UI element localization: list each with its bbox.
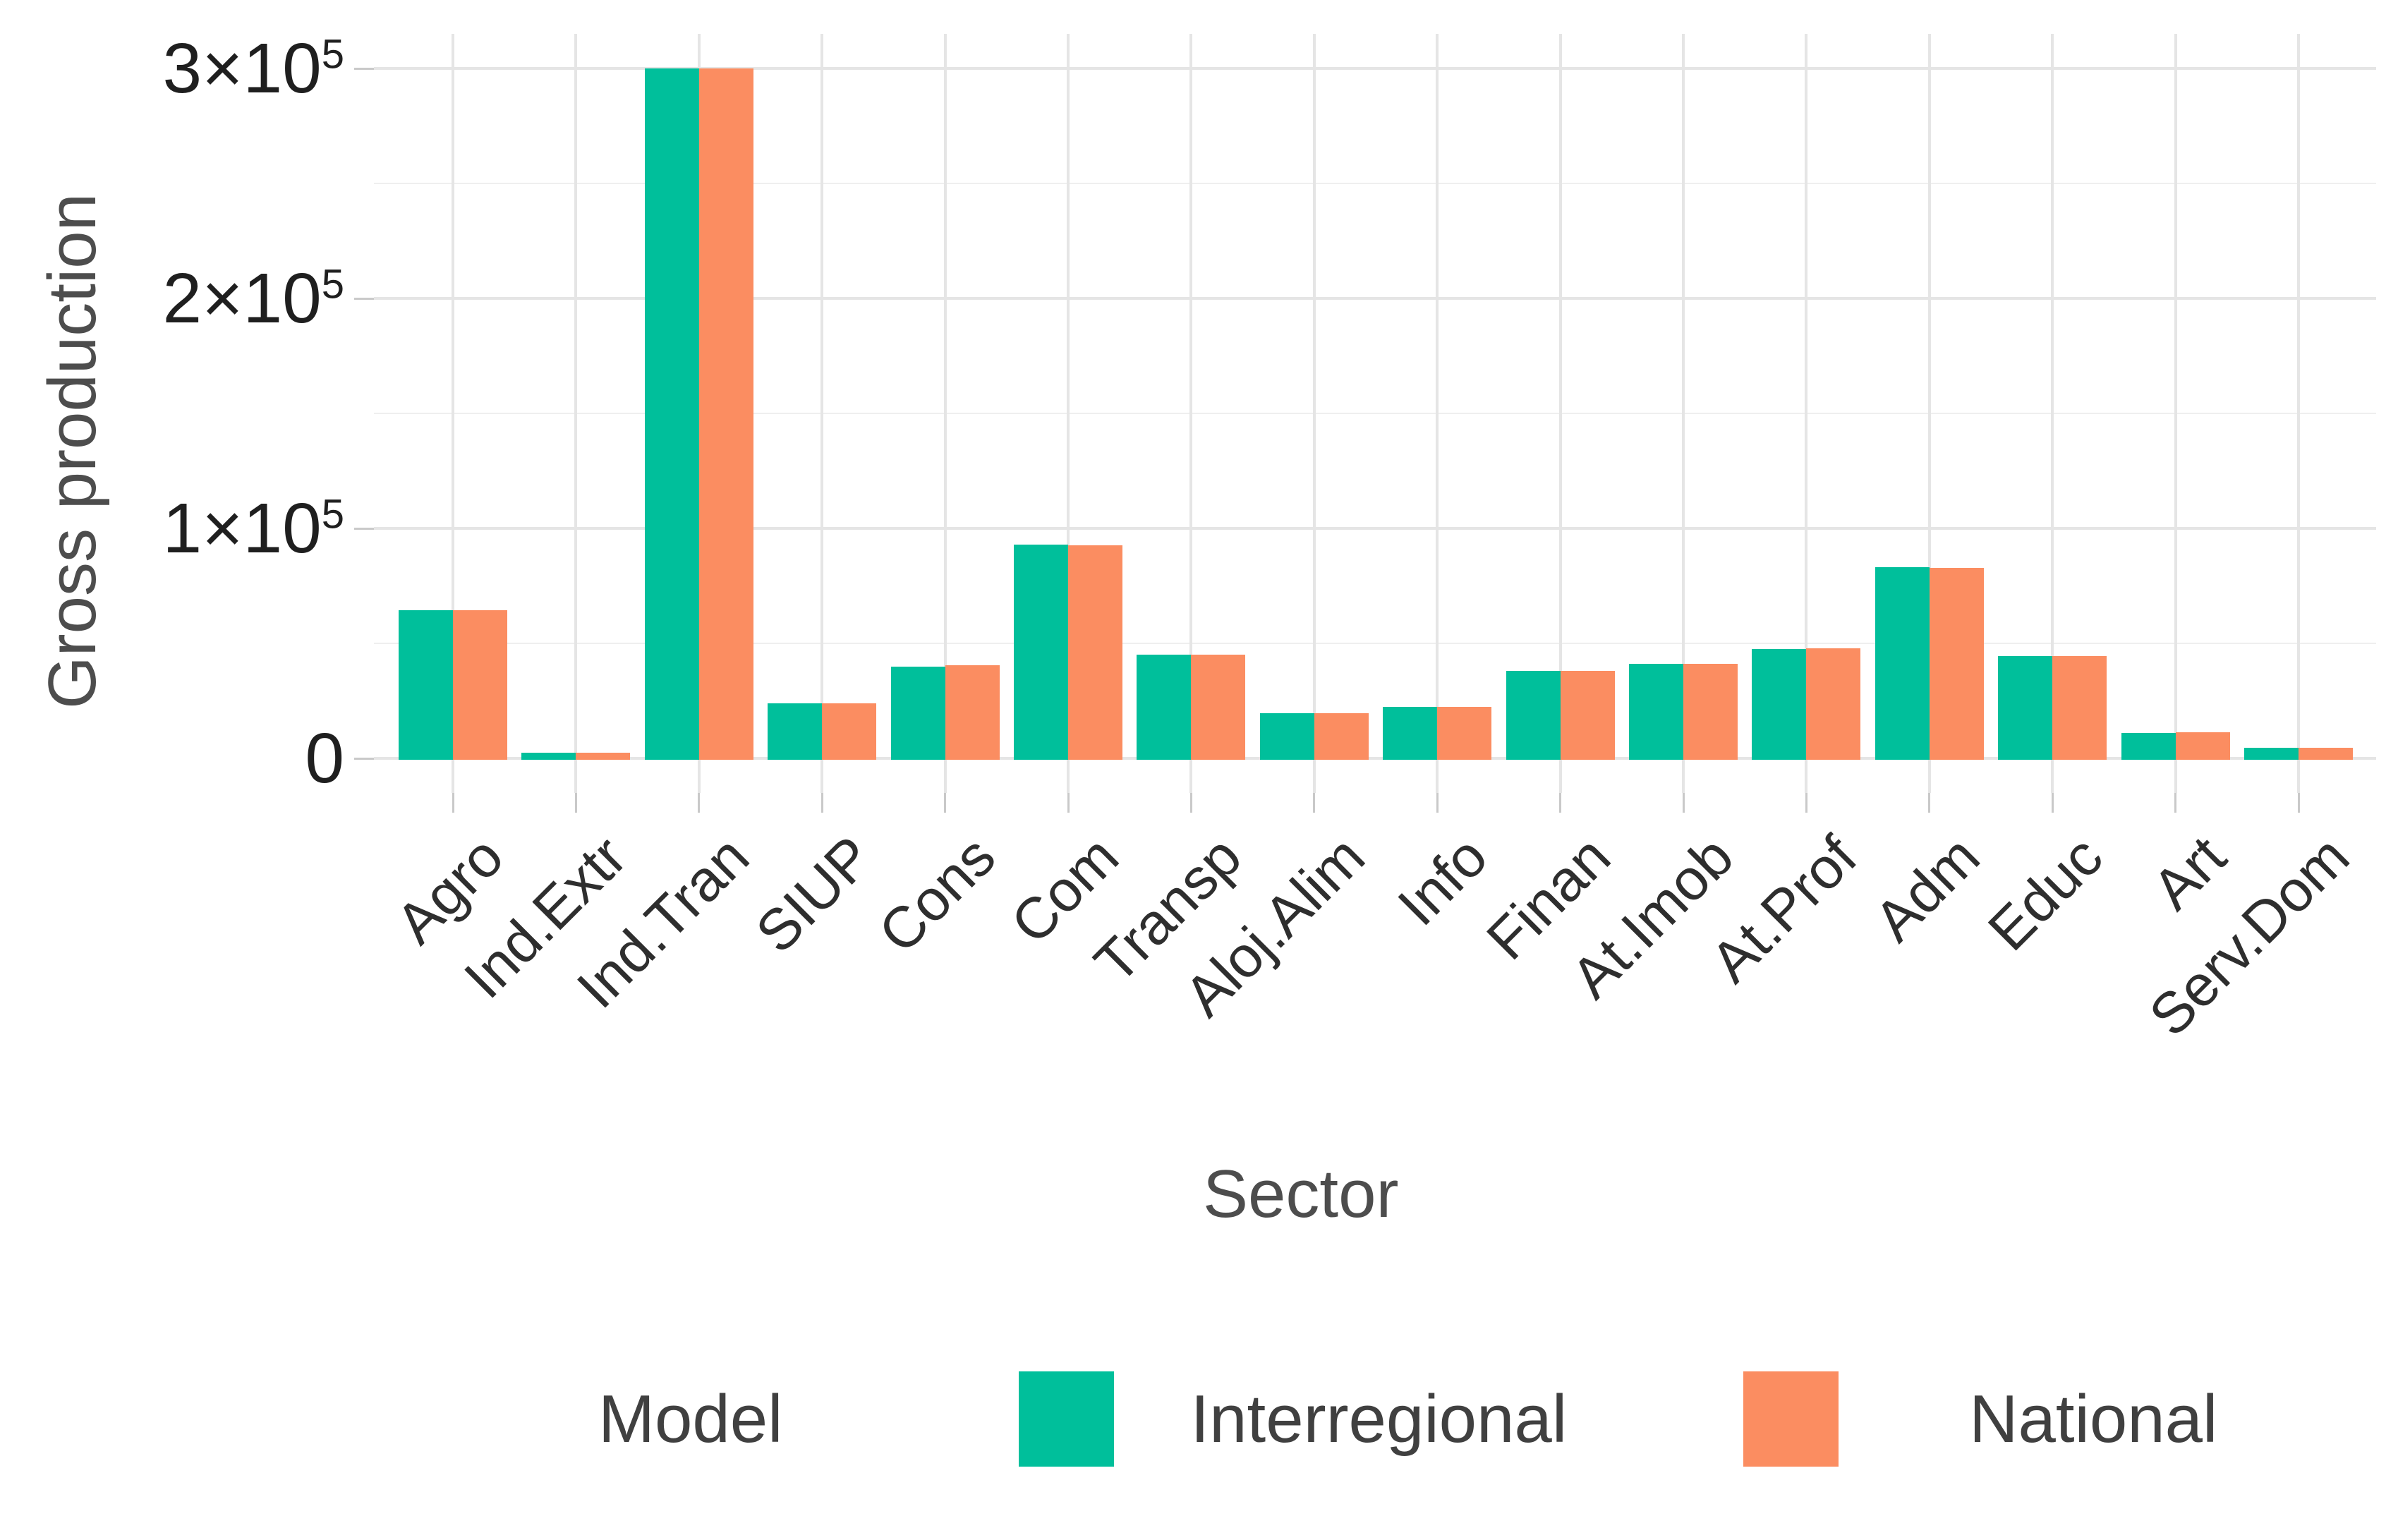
y-tick-label: 0	[305, 719, 344, 798]
x-major-gridline	[1558, 34, 1562, 793]
bar-national-At.Imob	[1683, 664, 1738, 760]
y-minor-gridline	[374, 183, 2376, 184]
x-tick-label-adm: Adm	[1863, 824, 1992, 954]
x-tick-mark	[698, 793, 701, 813]
y-tick-label: 3×105	[162, 29, 344, 108]
y-minor-gridline	[374, 413, 2376, 414]
interregional-swatch-icon	[1019, 1371, 1115, 1467]
x-major-gridline	[2174, 34, 2177, 793]
bar-interregional-Aloj.Alim	[1259, 713, 1314, 760]
bar-national-SIUP	[822, 703, 877, 760]
y-major-gridline	[374, 67, 2376, 70]
y-tick-mark	[354, 297, 374, 300]
y-minor-gridline	[374, 643, 2376, 644]
bar-national-Com	[1068, 545, 1122, 760]
x-tick-mark	[1313, 793, 1316, 813]
bar-national-Agro	[453, 610, 507, 760]
x-axis-title: Sector	[1203, 1156, 1399, 1232]
x-tick-mark	[820, 793, 823, 813]
x-tick-label-art: Art	[2140, 824, 2239, 922]
x-tick-mark	[1928, 793, 1931, 813]
bar-interregional-Cons	[890, 666, 945, 760]
legend-label-national: National	[1969, 1381, 2218, 1457]
bar-national-Art	[2175, 732, 2230, 760]
bar-interregional-Com	[1014, 544, 1068, 760]
x-major-gridline	[1312, 34, 1316, 793]
bar-national-Educ	[2052, 655, 2107, 760]
y-major-gridline	[374, 757, 2376, 760]
x-major-gridline	[1189, 34, 1193, 793]
x-tick-mark	[2297, 793, 2300, 813]
x-tick-mark	[1067, 793, 1070, 813]
y-tick-mark	[354, 757, 374, 760]
bar-interregional-Ind.Tran	[644, 68, 699, 760]
bar-national-Info	[1437, 706, 1492, 760]
x-major-gridline	[1927, 34, 1931, 793]
x-tick-mark	[2174, 793, 2177, 813]
x-major-gridline	[943, 34, 947, 793]
x-tick-mark	[1559, 793, 1562, 813]
x-tick-label-educ: Educ	[1976, 824, 2116, 963]
x-major-gridline	[2297, 34, 2300, 793]
y-tick-label: 1×105	[162, 489, 344, 568]
x-tick-label-siup: SIUP	[744, 824, 885, 966]
x-tick-mark	[2051, 793, 2054, 813]
x-major-gridline	[452, 34, 454, 793]
bar-interregional-SIUP	[768, 703, 823, 760]
y-axis-title: Gross production	[35, 193, 110, 709]
y-major-gridline	[374, 297, 2376, 300]
x-tick-mark	[944, 793, 947, 813]
x-tick-mark	[1682, 793, 1685, 813]
legend-item-national: National	[1743, 1371, 2217, 1467]
bar-national-Serv.Dom	[2299, 748, 2353, 760]
bar-national-At.Prof	[1806, 648, 1861, 760]
x-tick-mark	[1805, 793, 1807, 813]
bar-national-Finan	[1560, 671, 1615, 760]
bar-national-Ind.Tran	[698, 68, 753, 760]
x-major-gridline	[574, 34, 578, 793]
legend-item-interregional: Interregional	[1019, 1371, 1743, 1467]
x-tick-mark	[1189, 793, 1192, 813]
y-tick-mark	[354, 67, 374, 70]
bar-national-Adm	[1929, 568, 1984, 760]
bar-interregional-Serv.Dom	[2244, 748, 2299, 760]
bar-interregional-Info	[1383, 706, 1438, 760]
x-tick-label-cons: Cons	[866, 824, 1008, 966]
bar-national-Transp	[1191, 655, 1246, 760]
bar-interregional-Educ	[1998, 655, 2053, 760]
x-major-gridline	[1067, 34, 1070, 793]
bar-interregional-Finan	[1506, 671, 1561, 760]
x-major-gridline	[1682, 34, 1685, 793]
y-tick-mark	[354, 527, 374, 530]
bar-national-Aloj.Alim	[1314, 713, 1369, 760]
bar-interregional-At.Prof	[1752, 649, 1807, 760]
y-tick-label: 2×105	[162, 259, 344, 338]
legend-label-interregional: Interregional	[1190, 1381, 1568, 1457]
x-major-gridline	[1436, 34, 1439, 793]
national-swatch-icon	[1743, 1371, 1839, 1467]
bar-interregional-At.Imob	[1629, 664, 1683, 760]
x-tick-mark	[1436, 793, 1439, 813]
bar-interregional-Art	[2121, 733, 2176, 760]
x-major-gridline	[2051, 34, 2054, 793]
bar-national-Ind.Extr	[576, 752, 631, 760]
y-major-gridline	[374, 527, 2376, 530]
bar-interregional-Transp	[1137, 655, 1192, 760]
x-tick-mark	[452, 793, 454, 813]
x-major-gridline	[820, 34, 824, 793]
bar-interregional-Adm	[1875, 567, 1930, 760]
x-major-gridline	[1805, 34, 1808, 793]
bar-interregional-Agro	[399, 610, 453, 760]
legend: Model Interregional National	[598, 1371, 2217, 1467]
legend-title: Model	[598, 1381, 783, 1457]
bar-national-Cons	[945, 665, 1000, 760]
bar-interregional-Ind.Extr	[521, 752, 576, 760]
x-tick-mark	[574, 793, 577, 813]
